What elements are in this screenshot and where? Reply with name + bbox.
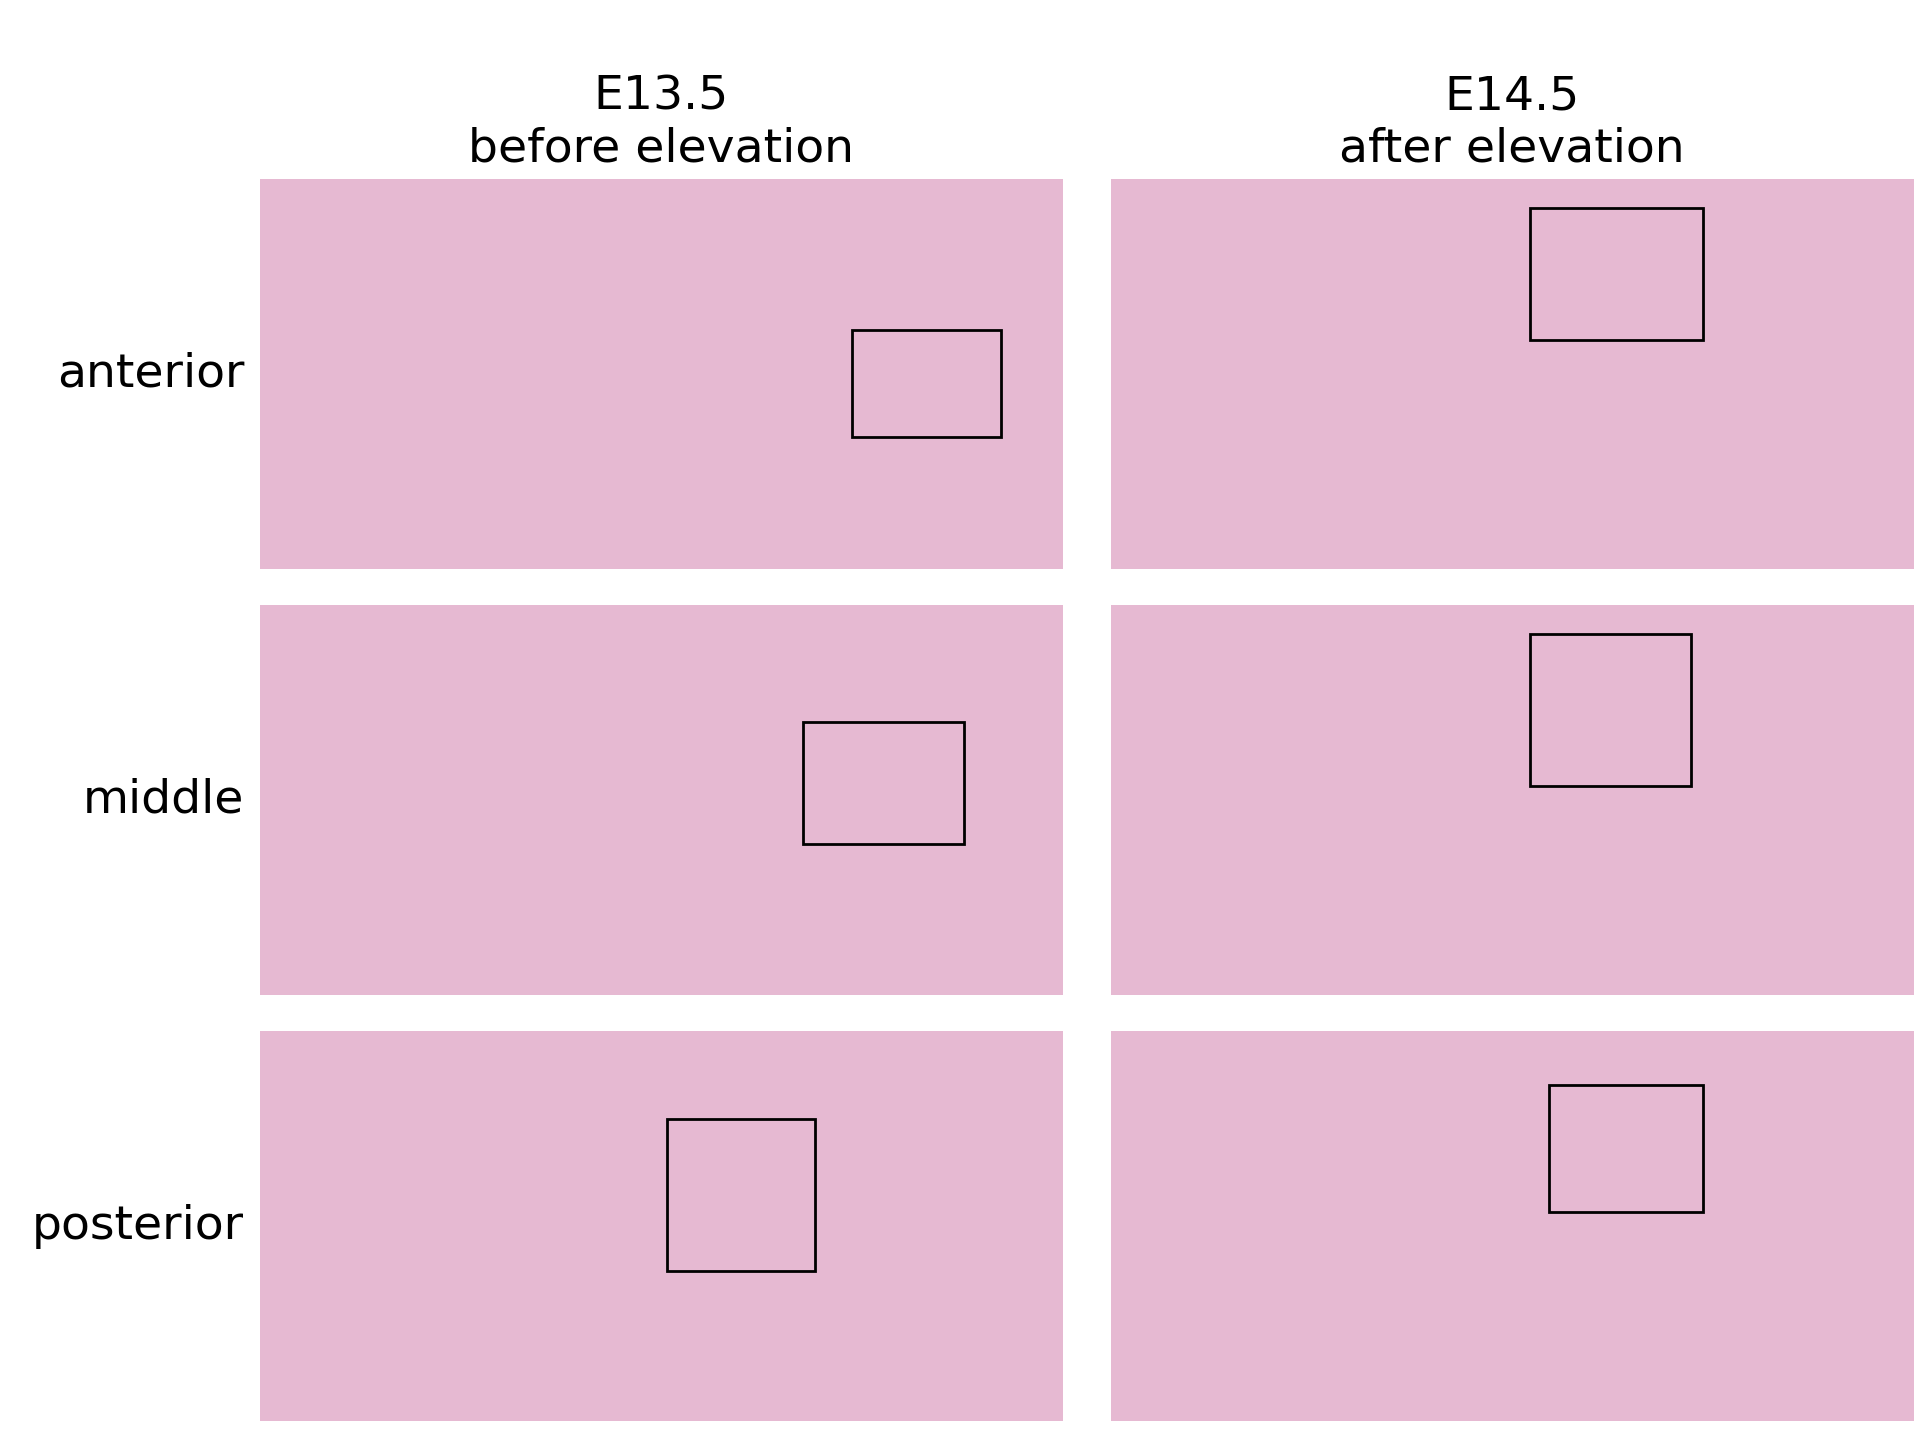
Bar [1531,634,1690,786]
Text: middle: middle [83,777,244,823]
Bar [1531,209,1704,340]
Text: E14.5
after elevation: E14.5 after elevation [1338,74,1685,171]
Bar [804,722,963,845]
Bar [1550,1085,1704,1212]
Bar [667,1119,815,1270]
Text: posterior: posterior [33,1205,244,1249]
Bar [852,330,1000,437]
Text: E13.5
before elevation: E13.5 before elevation [467,74,854,171]
Text: anterior: anterior [56,352,244,396]
